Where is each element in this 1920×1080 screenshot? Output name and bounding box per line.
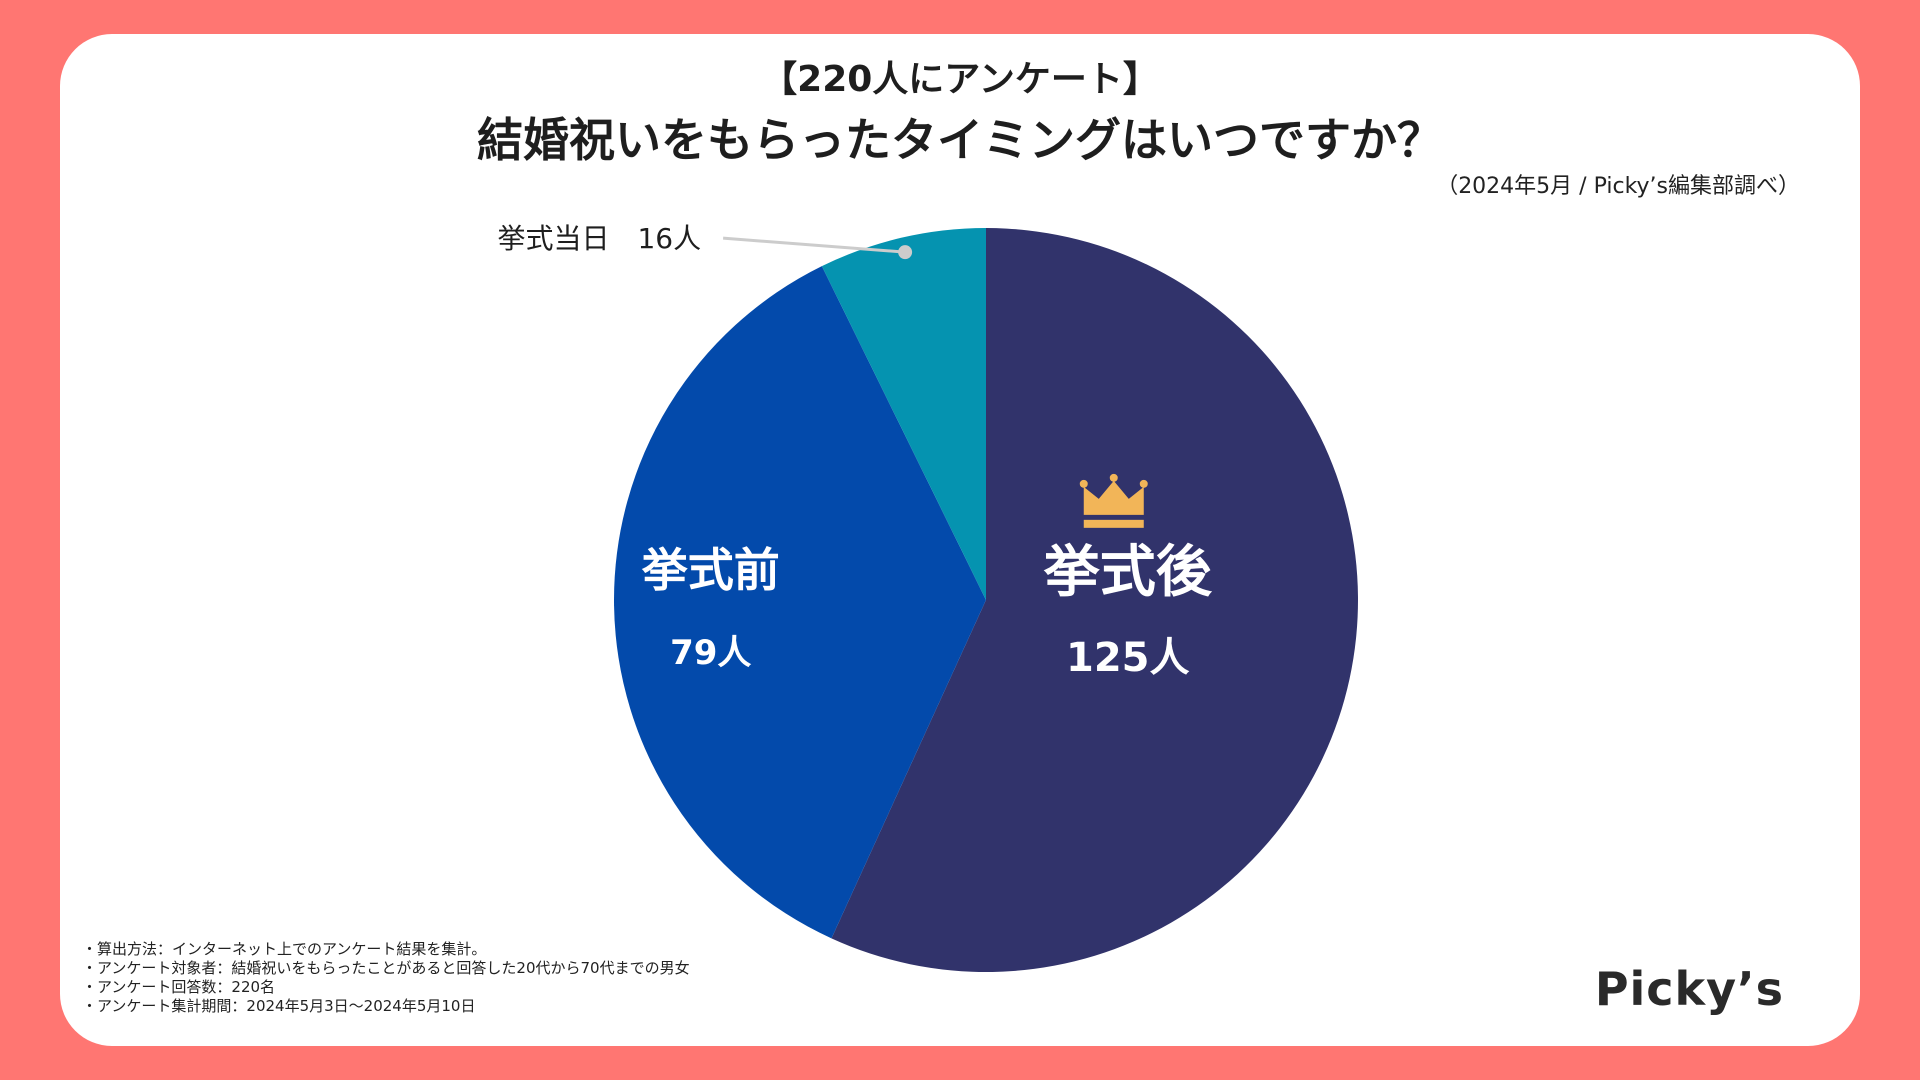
slice-label-2: 挙式前 [642, 543, 780, 597]
pie-slice-2 [614, 266, 986, 939]
source-note: （2024年5月 / Picky’s編集部調べ） [1436, 174, 1800, 199]
note-target: ・アンケート対象者：結婚祝いをもらったことがあると回答した20代から70代までの… [82, 959, 690, 977]
callout-dot [898, 245, 913, 260]
crown-icon [1079, 473, 1148, 528]
note-count: ・アンケート回答数：220名 [82, 978, 276, 996]
pie-labels: 挙式後 125人 挙式前 79人 挙式当日 16人 [497, 222, 1212, 681]
pie-chart: 挙式後 125人 挙式前 79人 挙式当日 16人 [497, 222, 1359, 973]
chart-card: 【220人にアンケート】 結婚祝いをもらったタイミングはいつですか？ （2024… [60, 34, 1860, 1046]
slice-value-2: 79人 [670, 633, 751, 673]
note-method: ・算出方法：インターネット上でのアンケート結果を集計。 [82, 940, 487, 958]
brand-logo: Picky’s [1594, 962, 1784, 1016]
callout-label: 挙式当日 16人 [497, 222, 701, 255]
survey-notes: ・算出方法：インターネット上でのアンケート結果を集計。 ・アンケート対象者：結婚… [82, 940, 690, 1016]
survey-subtitle: 【220人にアンケート】 [761, 59, 1159, 100]
pie-slices [614, 228, 1359, 973]
pie-slice-1 [831, 228, 1359, 973]
note-period: ・アンケート集計期間：2024年5月3日〜2024年5月10日 [82, 997, 476, 1015]
slice-value-1: 125人 [1066, 635, 1190, 681]
callout-leader-line [722, 236, 906, 254]
pie-slice-3 [821, 228, 986, 600]
slice-label-1: 挙式後 [1043, 540, 1213, 605]
chart-title: 結婚祝いをもらったタイミングはいつですか？ [477, 113, 1443, 167]
